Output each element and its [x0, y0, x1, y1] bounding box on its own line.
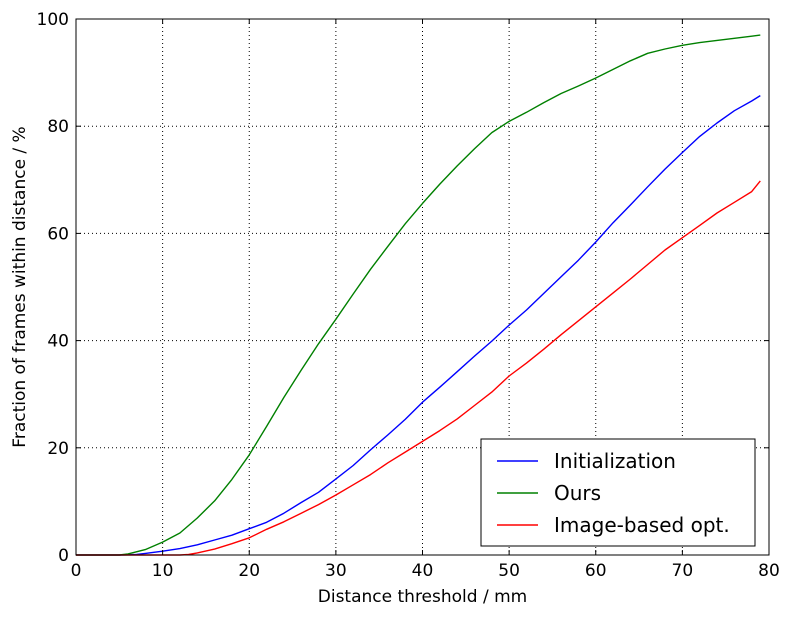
y-tick-label: 0: [58, 546, 69, 566]
x-tick-label: 10: [152, 561, 174, 581]
x-tick-label: 60: [585, 561, 607, 581]
x-axis-label: Distance threshold / mm: [318, 587, 527, 607]
x-tick-label: 80: [758, 561, 780, 581]
axis-ticks: 0 10 20 30 40 50 60 70 80 0 20 40 60 80 100: [37, 10, 780, 581]
y-tick-label: 100: [37, 10, 69, 30]
x-tick-label: 30: [325, 561, 347, 581]
y-tick-label: 40: [47, 332, 69, 352]
x-tick-label: 70: [672, 561, 694, 581]
legend-label: Initialization: [554, 449, 676, 473]
legend-label: Ours: [554, 481, 601, 505]
x-tick-label: 20: [238, 561, 260, 581]
series-line-initialization: [76, 95, 761, 556]
x-tick-label: 40: [412, 561, 434, 581]
legend-label: Image-based opt.: [554, 513, 730, 537]
series-line-image-based-opt: [76, 180, 761, 556]
grid-lines: [76, 19, 769, 555]
y-axis-label: Fraction of frames within distance / %: [10, 126, 30, 447]
legend: Initialization Ours Image-based opt.: [480, 438, 756, 547]
y-tick-label: 60: [47, 224, 69, 244]
x-tick-label: 0: [71, 561, 82, 581]
series-lines: [76, 34, 761, 556]
y-tick-label: 20: [47, 439, 69, 459]
series-line-ours: [76, 34, 761, 556]
x-tick-label: 50: [498, 561, 520, 581]
y-tick-label: 80: [47, 117, 69, 137]
